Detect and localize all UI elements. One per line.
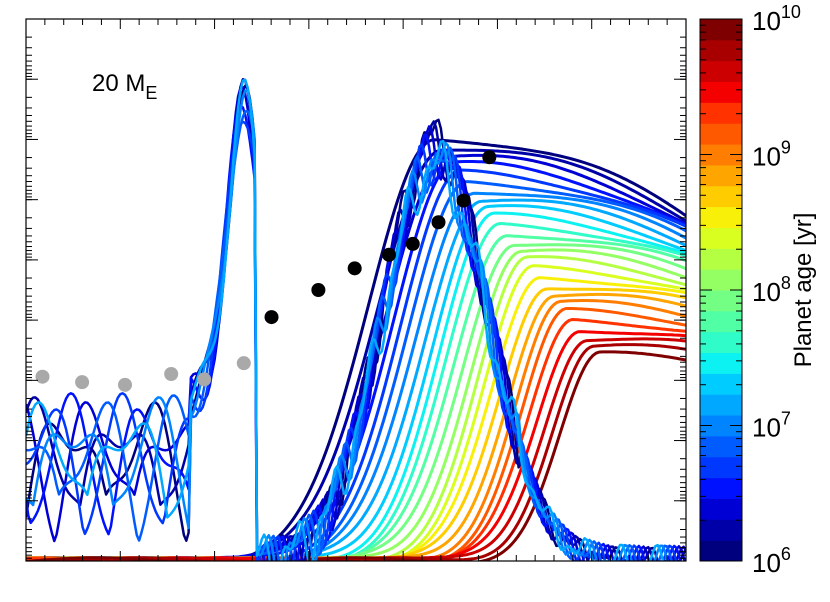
colorbar-tick-label: 109 <box>752 138 791 172</box>
colorbar-segment <box>700 540 742 562</box>
colorbar-tick-label-base: 10 <box>752 6 781 36</box>
mass-annotation-text: 20 M <box>92 70 145 97</box>
colorbar-tick-label-exp: 7 <box>781 409 791 429</box>
black-point <box>456 193 471 208</box>
age-curve <box>26 318 686 561</box>
colorbar-segment <box>700 290 742 312</box>
gray-point <box>236 356 251 371</box>
colorbar-segment <box>700 477 742 499</box>
colorbar-tick-label-exp: 10 <box>781 2 801 22</box>
colorbar-tick-label: 108 <box>752 273 791 307</box>
colorbar-segment <box>700 519 742 541</box>
colorbar-segment <box>700 331 742 354</box>
gray-point <box>75 375 90 390</box>
colorbar-tick-label-exp: 6 <box>781 544 791 564</box>
black-point <box>311 283 326 297</box>
age-curve <box>26 350 686 561</box>
black-point <box>405 236 420 251</box>
colorbar-tick-label: 107 <box>752 409 791 443</box>
noisy-curve <box>26 78 686 561</box>
black-point <box>264 310 279 325</box>
age-curve <box>26 198 686 561</box>
mass-annotation-subscript: E <box>145 83 157 103</box>
age-curve <box>26 148 686 561</box>
colorbar-segment <box>700 60 742 83</box>
colorbar-tick-label-base: 10 <box>752 277 781 307</box>
colorbar-segment <box>700 456 742 479</box>
age-curve <box>26 330 686 561</box>
colorbar-segment <box>700 248 742 270</box>
colorbar-tick-label-exp: 8 <box>781 273 791 293</box>
colorbar-tick-label-base: 10 <box>752 548 781 578</box>
colorbar-segment <box>700 102 742 124</box>
gray-point <box>118 377 132 392</box>
age-curve <box>100 168 686 561</box>
colorbar-ticks <box>700 18 742 562</box>
colorbar-segment <box>700 81 742 103</box>
colorbar-segment <box>700 39 742 62</box>
plot-frame <box>25 18 687 562</box>
colorbar-segment <box>700 164 742 187</box>
noisy-curve <box>26 89 669 561</box>
colorbar <box>699 18 743 562</box>
ticks-layer <box>25 18 687 562</box>
gray-point <box>35 369 50 384</box>
colorbar-segment <box>700 123 742 145</box>
age-curve <box>26 276 686 561</box>
black-point <box>482 150 497 165</box>
black-point <box>431 215 446 230</box>
black-point <box>382 247 396 262</box>
colorbar-segment <box>700 310 742 333</box>
colorbar-tick-label: 106 <box>752 544 791 578</box>
colorbar-segment <box>700 185 742 208</box>
colorbar-segment <box>700 415 742 437</box>
colorbar-segment <box>700 394 742 416</box>
age-curve <box>58 180 686 561</box>
colorbar-segment <box>700 352 742 374</box>
colorbar-tick-label-base: 10 <box>752 142 781 172</box>
colorbar-tick-label-exp: 9 <box>781 138 791 158</box>
colorbar-segment <box>700 435 742 458</box>
curves-layer <box>26 78 686 561</box>
gray-point <box>197 372 212 387</box>
colorbar-segment <box>700 227 742 249</box>
colorbar-segment <box>700 206 742 228</box>
colorbar-tick-label: 1010 <box>752 2 801 36</box>
colorbar-tick-label-base: 10 <box>752 413 781 443</box>
age-curve <box>70 234 686 561</box>
age-curve <box>26 204 686 561</box>
colorbar-segment <box>700 269 742 291</box>
mass-annotation: 20 ME <box>92 70 157 103</box>
colorbar-label: Planet age [yr] <box>790 213 817 368</box>
black-point <box>347 261 362 276</box>
age-curve <box>26 264 686 561</box>
colorbar-segment <box>700 144 742 166</box>
colorbar-segment <box>700 19 742 41</box>
colorbar-segment <box>700 498 742 520</box>
noisy-curve <box>26 85 686 561</box>
gray-point <box>164 367 179 382</box>
colorbar-segment <box>700 373 742 395</box>
age-curve <box>26 211 686 561</box>
points-layer <box>35 150 497 392</box>
